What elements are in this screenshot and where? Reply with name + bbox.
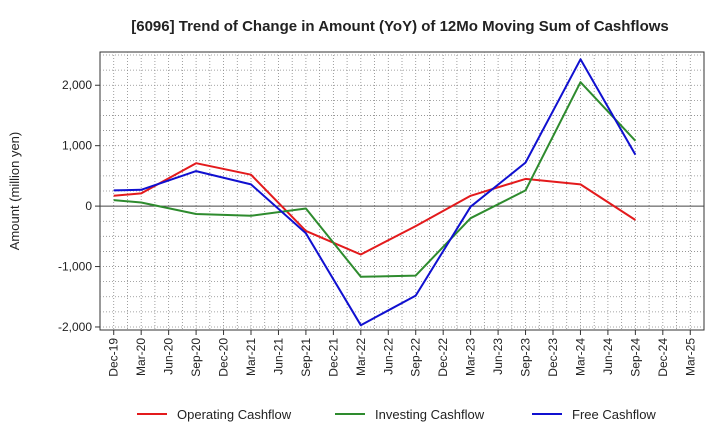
x-tick-label: Sep-20 bbox=[189, 338, 203, 377]
x-tick-label: Mar-20 bbox=[134, 338, 148, 376]
y-axis-title: Amount (million yen) bbox=[7, 132, 22, 251]
x-tick-label: Mar-23 bbox=[464, 338, 478, 376]
series-lines bbox=[113, 58, 637, 327]
x-tick-label: Jun-20 bbox=[162, 338, 176, 375]
x-tick-label: Mar-25 bbox=[683, 338, 697, 376]
x-tick-label: Dec-19 bbox=[107, 338, 121, 377]
x-tick-label: Jun-24 bbox=[601, 338, 615, 375]
y-tick-label: -1,000 bbox=[58, 260, 92, 274]
series-line-operating-cashflow bbox=[113, 162, 636, 256]
x-tick-label: Dec-21 bbox=[326, 338, 340, 377]
legend-label-investing-cashflow: Investing Cashflow bbox=[375, 407, 485, 422]
x-tick-label: Sep-22 bbox=[409, 338, 423, 377]
x-tick-label: Sep-23 bbox=[519, 338, 533, 377]
x-tick-label: Dec-20 bbox=[217, 338, 231, 377]
legend: Operating Cashflow Investing Cashflow Free… bbox=[137, 407, 656, 422]
y-tick-label: 1,000 bbox=[62, 139, 92, 153]
x-tick-label: Sep-24 bbox=[628, 338, 642, 377]
series-line-investing-cashflow bbox=[113, 81, 637, 278]
x-tick-label: Dec-23 bbox=[546, 338, 560, 377]
x-tick-label: Mar-21 bbox=[244, 338, 258, 376]
x-tick-label: Dec-24 bbox=[656, 338, 670, 377]
grid bbox=[99, 51, 705, 331]
x-tick-label: Sep-21 bbox=[299, 338, 313, 377]
series-line-free-cashflow bbox=[113, 58, 637, 327]
y-tick-label: 2,000 bbox=[62, 78, 92, 92]
y-axis: -2,000 -1,000 0 1,000 2,000 bbox=[58, 78, 100, 334]
x-tick-label: Mar-24 bbox=[573, 338, 587, 376]
x-axis: Dec-19 Mar-20 Jun-20 Sep-20 Dec-20 Mar-21 Jun-… bbox=[107, 330, 697, 377]
legend-label-operating-cashflow: Operating Cashflow bbox=[177, 407, 292, 422]
y-tick-label: -2,000 bbox=[58, 320, 92, 334]
x-tick-label: Jun-23 bbox=[491, 338, 505, 375]
y-tick-label: 0 bbox=[85, 199, 92, 213]
x-tick-label: Mar-22 bbox=[354, 338, 368, 376]
chart-title: [6096] Trend of Change in Amount (YoY) o… bbox=[131, 18, 669, 35]
x-tick-label: Dec-22 bbox=[436, 338, 450, 377]
legend-label-free-cashflow: Free Cashflow bbox=[572, 407, 656, 422]
x-tick-label: Jun-21 bbox=[271, 338, 285, 375]
x-tick-label: Jun-22 bbox=[381, 338, 395, 375]
